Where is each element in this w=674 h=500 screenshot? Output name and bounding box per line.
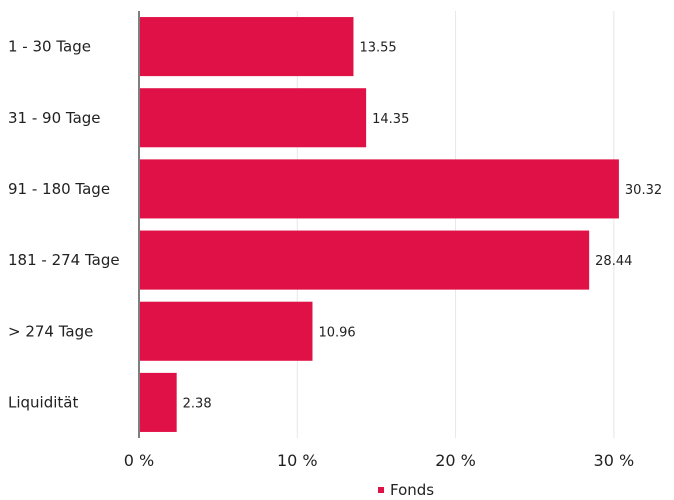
data-label: 28.44 [595,254,632,269]
data-label: 13.55 [359,41,396,56]
x-tick-label: 20 % [435,451,476,470]
labels: 0 % 10 % 20 % 30 % 1 - 30 Tage 13.55 31 - 90 T… [8,38,662,470]
x-tick-label: 30 % [594,451,635,470]
legend: Fonds [378,481,434,499]
category-label: > 274 Tage [8,322,93,340]
category-label: 91 - 180 Tage [8,180,110,198]
data-label: 2.38 [183,396,212,411]
bars [140,17,619,432]
bar [140,230,590,290]
data-label: 10.96 [318,325,355,340]
grid-lines [296,11,615,438]
bar [140,17,354,77]
category-label: 181 - 274 Tage [8,251,120,269]
category-label: 31 - 90 Tage [8,109,101,127]
data-label: 30.32 [625,183,662,198]
bar [140,159,619,219]
x-tick-label: 0 % [124,451,154,470]
legend-swatch-fonds [378,487,384,493]
legend-label-fonds: Fonds [390,481,434,499]
x-tick-label: 10 % [277,451,318,470]
category-label: 1 - 30 Tage [8,38,91,56]
data-label: 14.35 [372,112,409,127]
bar [140,301,313,361]
bar [140,372,177,432]
bar [140,88,367,148]
category-label: Liquidität [8,393,78,411]
